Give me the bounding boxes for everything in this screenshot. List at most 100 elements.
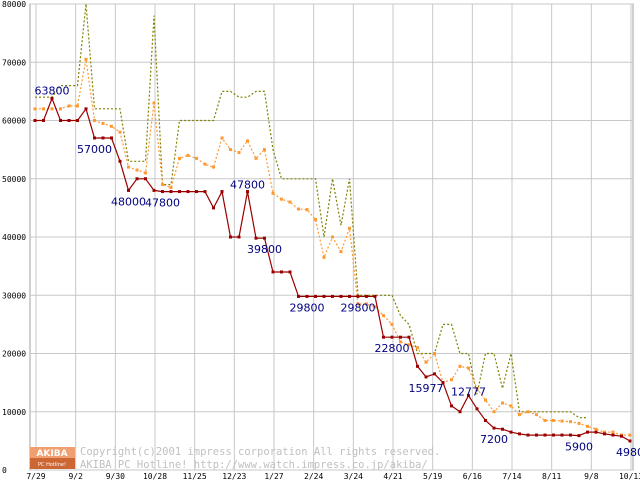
point-avg [169, 185, 173, 189]
series-line-min [35, 96, 631, 442]
point-min [458, 410, 462, 414]
point-min [526, 433, 530, 437]
point-min [373, 294, 377, 298]
point-min [314, 294, 317, 298]
point-avg [535, 413, 538, 417]
point-min [152, 188, 156, 192]
data-label: 15977 [409, 382, 444, 395]
point-min [93, 136, 96, 140]
site-url-line: AKIBA PC Hotline! http://www.watch.impre… [80, 459, 428, 471]
point-avg [93, 119, 96, 122]
point-avg [314, 218, 317, 222]
point-min [518, 432, 521, 436]
point-avg [450, 378, 453, 382]
point-avg [271, 191, 275, 195]
point-min [569, 433, 572, 437]
point-min [407, 335, 411, 339]
point-min [577, 434, 581, 438]
point-min [552, 433, 555, 437]
point-avg [458, 364, 462, 368]
point-avg [577, 421, 581, 425]
x-tick-label: 8/11 [542, 472, 561, 480]
point-min [322, 294, 326, 298]
point-min [254, 236, 258, 240]
point-avg [110, 124, 113, 128]
point-min [220, 190, 224, 194]
point-min [331, 294, 334, 298]
point-avg [280, 197, 283, 201]
point-avg [297, 207, 300, 211]
series-line-max [35, 3, 588, 419]
logo-bottom-band [30, 458, 75, 469]
x-tick-label: 10/28 [143, 472, 167, 480]
x-axis-ticks: 7/29 9/2 9/30 10/28 11/25 12/23 1/27 2/24 3/24 4/… [26, 472, 640, 480]
x-tick-label: 4/21 [383, 472, 402, 480]
x-tick-label: 12/23 [222, 472, 246, 480]
point-min [475, 407, 479, 411]
y-tick-label: 20000 [2, 350, 26, 359]
point-avg [560, 419, 564, 423]
x-tick-label: 2/24 [304, 472, 323, 480]
series-layer [33, 3, 632, 443]
data-label: 5900 [565, 441, 593, 454]
point-min [390, 335, 394, 339]
x-tick-label: 9/8 [584, 472, 599, 480]
data-label: 29800 [341, 301, 376, 314]
point-avg [59, 107, 62, 111]
point-avg [475, 386, 479, 390]
point-min [195, 190, 198, 194]
point-avg [144, 171, 147, 175]
point-avg [365, 302, 368, 306]
point-avg [552, 418, 555, 422]
point-avg [390, 322, 394, 326]
point-avg [356, 302, 360, 306]
point-avg [628, 433, 632, 437]
point-avg [382, 314, 385, 318]
point-min [543, 433, 547, 437]
point-min [594, 430, 598, 434]
point-min [467, 394, 470, 398]
point-avg [229, 148, 232, 152]
point-min [101, 136, 105, 140]
point-min [229, 235, 232, 239]
y-tick-label: 10000 [2, 408, 26, 417]
logo-top-band [30, 447, 75, 458]
point-min [178, 190, 181, 194]
point-avg [543, 418, 547, 422]
point-min [611, 433, 615, 437]
point-avg [509, 404, 513, 408]
point-min [305, 294, 309, 298]
point-min [356, 294, 360, 298]
y-tick-label: 30000 [2, 291, 26, 300]
point-avg [603, 430, 606, 434]
point-avg [76, 104, 79, 108]
logo-line-1: AKIBA [36, 449, 67, 459]
point-avg [501, 401, 504, 405]
point-min [450, 404, 453, 408]
point-avg [399, 340, 402, 344]
point-avg [161, 183, 164, 187]
point-min [620, 434, 623, 438]
data-label: 22800 [375, 342, 410, 355]
point-avg [569, 420, 572, 424]
point-min [271, 270, 275, 274]
point-min [501, 427, 504, 431]
point-avg [339, 250, 343, 254]
data-label: 63800 [35, 84, 70, 97]
akiba-logo: AKIBA PC Hotline! [30, 447, 75, 469]
x-tick-label: 1/27 [264, 472, 283, 480]
point-min [348, 294, 351, 298]
point-min [339, 294, 343, 298]
point-min [50, 96, 54, 100]
point-min [144, 177, 147, 181]
point-min [135, 177, 139, 181]
y-tick-label: 50000 [2, 175, 26, 184]
point-min [424, 375, 428, 379]
point-avg [220, 136, 224, 140]
logo-line-2: PC Hotline! [38, 462, 66, 468]
point-avg [195, 156, 198, 160]
point-avg [135, 168, 139, 172]
point-avg [237, 151, 241, 155]
